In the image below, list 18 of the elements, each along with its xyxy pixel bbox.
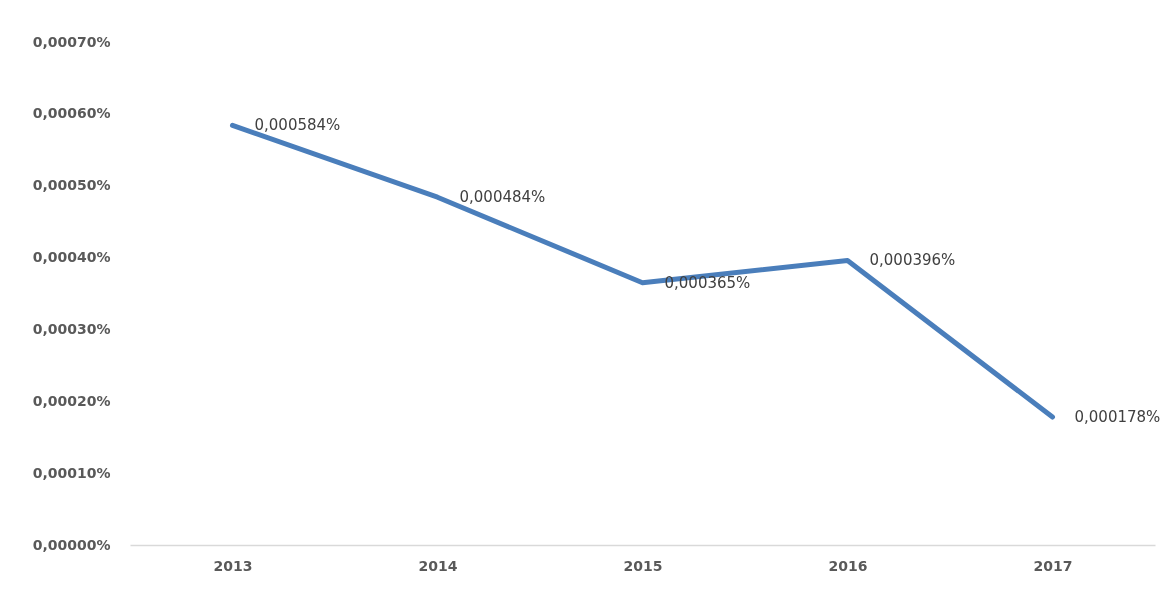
data-label: 0,000396%	[869, 251, 956, 270]
y-tick-label: 0,00070%	[32, 33, 111, 50]
y-tick-label: 0,00010%	[32, 464, 111, 481]
data-label: 0,000584%	[254, 116, 341, 135]
y-tick-label: 0,00040%	[32, 249, 111, 266]
x-tick-label: 2013	[213, 557, 253, 574]
data-label: 0,000365%	[664, 273, 751, 292]
y-tick-label: 0,00060%	[32, 105, 111, 122]
y-tick-label: 0,00050%	[32, 177, 111, 194]
y-tick-label: 0,00030%	[32, 320, 111, 337]
x-tick-label: 2016	[828, 557, 868, 574]
x-tick-label: 2017	[1033, 557, 1073, 574]
y-tick-label: 0,00020%	[32, 392, 111, 409]
x-tick-label: 2015	[623, 557, 663, 574]
data-label: 0,000484%	[459, 188, 546, 207]
data-label: 0,000178%	[1074, 408, 1161, 427]
x-tick-label: 2014	[418, 557, 458, 574]
y-tick-label: 0,00000%	[32, 536, 111, 553]
